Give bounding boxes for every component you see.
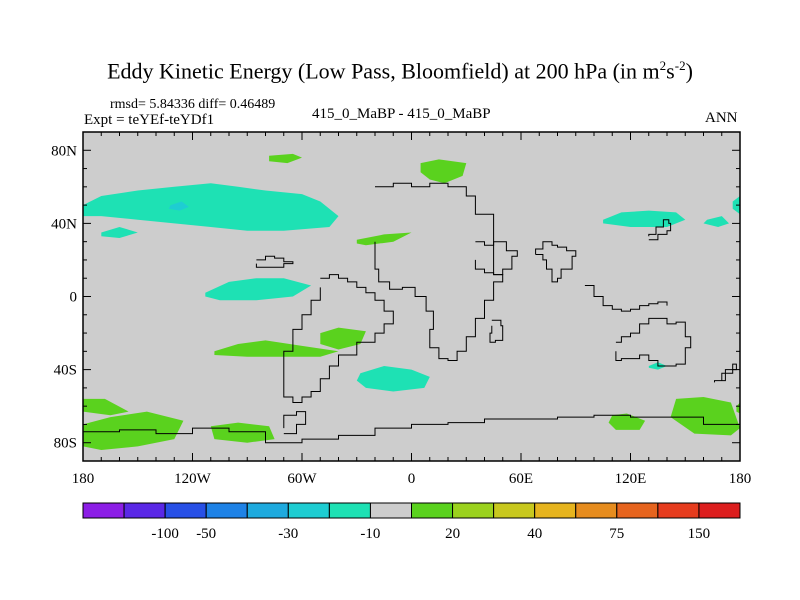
colorbar-label: 150 [688, 526, 711, 542]
y-tick-label: 40S [54, 363, 77, 379]
experiment-label: Expt = teYEf-teYDf1 [84, 112, 215, 128]
colorbar-swatch [616, 502, 659, 519]
colorbar-label: -100 [151, 526, 179, 542]
colorbar-label: -30 [278, 526, 298, 542]
x-tick-label: 60W [287, 471, 317, 487]
colorbar-swatch [205, 502, 248, 519]
colorbar-swatch [493, 502, 536, 519]
y-tick-label: 40N [51, 216, 77, 232]
coastline-madagascar [489, 319, 504, 343]
colorbar-swatch [123, 502, 166, 519]
y-tick-label: 0 [70, 290, 78, 306]
colorbar-label: 20 [445, 526, 460, 542]
region-north-atlantic-negative [101, 227, 138, 238]
y-tick-label: 80S [54, 436, 77, 452]
coastline-caribbean [255, 255, 294, 268]
region-north-pacific-negative [83, 183, 339, 231]
colorbar-swatch [698, 502, 741, 519]
region-mediterranean-positive [356, 232, 412, 246]
colorbar-swatch [328, 502, 371, 519]
colorbar-label: -10 [360, 526, 380, 542]
coastline-japan [648, 219, 672, 241]
colorbar: -100 -50 -30 -10 20 40 75 150 [82, 502, 741, 542]
colorbar-swatch [246, 502, 289, 519]
colorbar-swatch [657, 502, 700, 519]
coastline-new-zealand [714, 363, 737, 383]
coastline-south-america [283, 274, 394, 403]
colorbar-swatch [452, 502, 495, 519]
colorbar-swatch [534, 502, 577, 519]
x-tick-label: 180 [729, 471, 752, 487]
region-south-pacific-positive [214, 340, 339, 357]
region-southern-ocean-west-positive [83, 411, 184, 450]
colorbar-swatch [411, 502, 454, 519]
x-tick-label: 120W [174, 471, 212, 487]
colorbar-label: -50 [196, 526, 216, 542]
region-europe-positive [420, 159, 467, 184]
colorbar-swatch [164, 502, 207, 519]
coastline-africa [374, 182, 504, 361]
region-east-pacific-west-negative [603, 210, 686, 227]
region-southern-ocean-small-west [83, 398, 129, 416]
x-tick-label: 180 [72, 471, 95, 487]
region-south-atlantic-small-positive [320, 327, 366, 350]
region-east-edge-small-positive [736, 402, 740, 414]
colorbar-swatch [287, 502, 330, 519]
season-label: ANN [705, 110, 738, 126]
colorbar-swatch [369, 502, 413, 519]
x-tick-label: 120E [615, 471, 647, 487]
region-greenland-positive [269, 153, 302, 164]
plot-background [83, 132, 740, 461]
axes: 180 120W 60W 0 60E 120E 180 80N 40N 0 40S 80S [51, 132, 751, 487]
region-south-atlantic-negative [356, 366, 430, 392]
region-tropical-negative [205, 278, 312, 301]
coastline-indonesia-arc [584, 285, 668, 312]
x-tick-label: 0 [408, 471, 416, 487]
coastline-antarctica-coast [83, 414, 741, 444]
coastline-australia [615, 317, 692, 367]
coastline-antarctic-peninsula [283, 411, 307, 435]
colorbar-swatch [82, 502, 125, 519]
case-names-label: 415_0_MaBP - 415_0_MaBP [312, 106, 491, 122]
anomaly-regions [83, 153, 740, 450]
x-tick-label: 60E [509, 471, 533, 487]
region-north-pacific-negative-core [168, 201, 189, 211]
region-southern-ocean-dateline-positive [670, 397, 740, 436]
coastline-arabia [474, 241, 518, 276]
coastlines [83, 182, 741, 444]
rmsd-label: rmsd= 5.84336 diff= 0.46489 [110, 97, 276, 112]
colorbar-label: 40 [527, 526, 542, 542]
colorbar-swatch [575, 502, 618, 519]
region-dateline-negative [703, 216, 729, 227]
y-tick-label: 80N [51, 143, 77, 159]
coastline-india [535, 241, 577, 283]
chart-title: Eddy Kinetic Energy (Low Pass, Bloomfiel… [107, 58, 693, 84]
colorbar-label: 75 [609, 526, 624, 542]
